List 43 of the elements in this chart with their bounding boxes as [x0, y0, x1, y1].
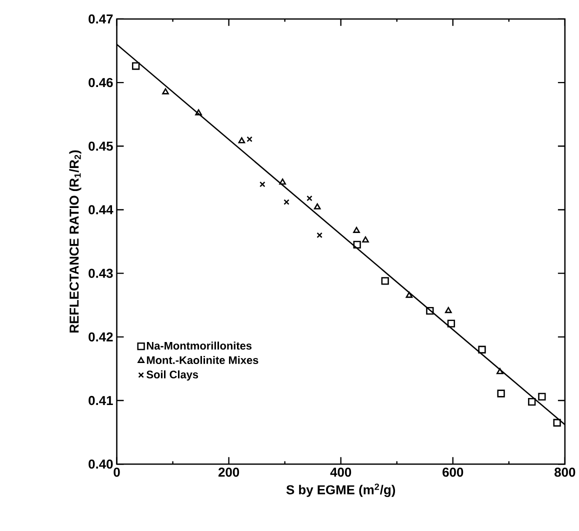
x-axis-title: S by EGME (m$^{2}$/g)	[286, 484, 396, 497]
point	[478, 346, 486, 354]
y-tick-label: 0.45	[88, 142, 113, 151]
point	[132, 62, 140, 70]
point	[406, 292, 413, 298]
x-tick-label: 800	[554, 468, 576, 477]
y-tick-label: 0.46	[88, 78, 113, 88]
point	[496, 368, 504, 374]
y-tick-label: 0.44	[88, 205, 114, 214]
point	[162, 88, 169, 94]
point	[538, 392, 546, 401]
point	[316, 232, 322, 238]
point	[246, 136, 252, 142]
y-tick-label: 0.47	[88, 14, 113, 24]
y-axis-title: REFLECTANCE RATIO (R$_{1}$/R$_{2}$)	[69, 150, 82, 333]
point	[306, 195, 312, 202]
point	[238, 137, 246, 144]
point	[284, 199, 290, 206]
y-tick-label: 0.42	[88, 332, 113, 342]
legend-label: Soil Clays	[146, 370, 198, 381]
point	[260, 181, 266, 188]
x-tick-label: 200	[218, 468, 240, 477]
point	[381, 277, 389, 285]
x-tick-label: 600	[442, 468, 464, 477]
x-tick-label: 400	[330, 468, 352, 477]
point	[528, 398, 536, 406]
x-tick-label: 0	[114, 468, 120, 477]
point	[279, 178, 286, 185]
point	[362, 236, 369, 243]
y-tick-label: 0.41	[88, 396, 113, 406]
legend-label: Na-Montmorillonites	[146, 342, 252, 350]
point	[553, 418, 561, 427]
legend-label: Mont.-Kaolinite Mixes	[146, 356, 258, 364]
point	[353, 226, 360, 233]
point	[353, 240, 361, 249]
y-tick-label: 0.40	[88, 460, 113, 469]
point	[314, 203, 321, 210]
point	[497, 390, 505, 398]
point	[426, 307, 434, 315]
point	[444, 307, 452, 314]
point	[447, 320, 456, 328]
y-tick-label: 0.43	[88, 268, 113, 278]
point	[195, 109, 202, 116]
